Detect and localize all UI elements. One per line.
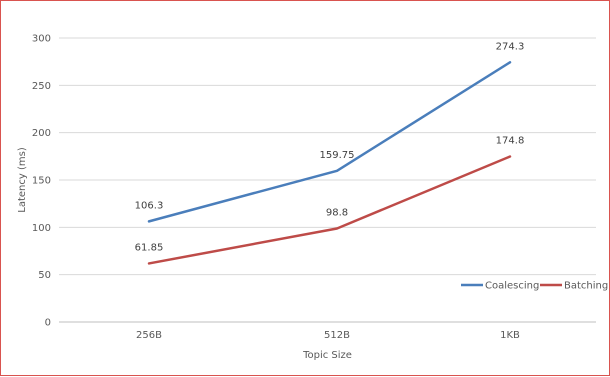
y-tick-label: 100 — [32, 223, 51, 234]
y-axis-title: Latency (ms) — [17, 147, 28, 213]
y-tick-label: 250 — [32, 81, 51, 92]
data-label: 274.3 — [496, 41, 525, 52]
series-line-coalescing — [147, 61, 512, 223]
y-tick-label: 200 — [32, 128, 51, 139]
series-line-batching — [147, 155, 512, 265]
x-tick-label: 1KB — [500, 330, 520, 341]
x-axis-title: Topic Size — [302, 350, 352, 361]
data-label: 106.3 — [135, 200, 164, 211]
data-label: 159.75 — [320, 150, 355, 161]
x-tick-label: 512B — [324, 330, 350, 341]
y-tick-label: 50 — [38, 270, 51, 281]
data-label: 98.8 — [326, 207, 348, 218]
y-tick-label: 300 — [32, 34, 51, 45]
y-tick-label: 150 — [32, 176, 51, 187]
x-tick-label: 256B — [136, 330, 162, 341]
y-tick-label: 0 — [45, 318, 51, 329]
legend-label: Coalescing — [485, 281, 539, 292]
legend-label: Batching — [564, 281, 608, 292]
data-label: 61.85 — [135, 242, 164, 253]
data-label: 174.8 — [496, 136, 525, 147]
